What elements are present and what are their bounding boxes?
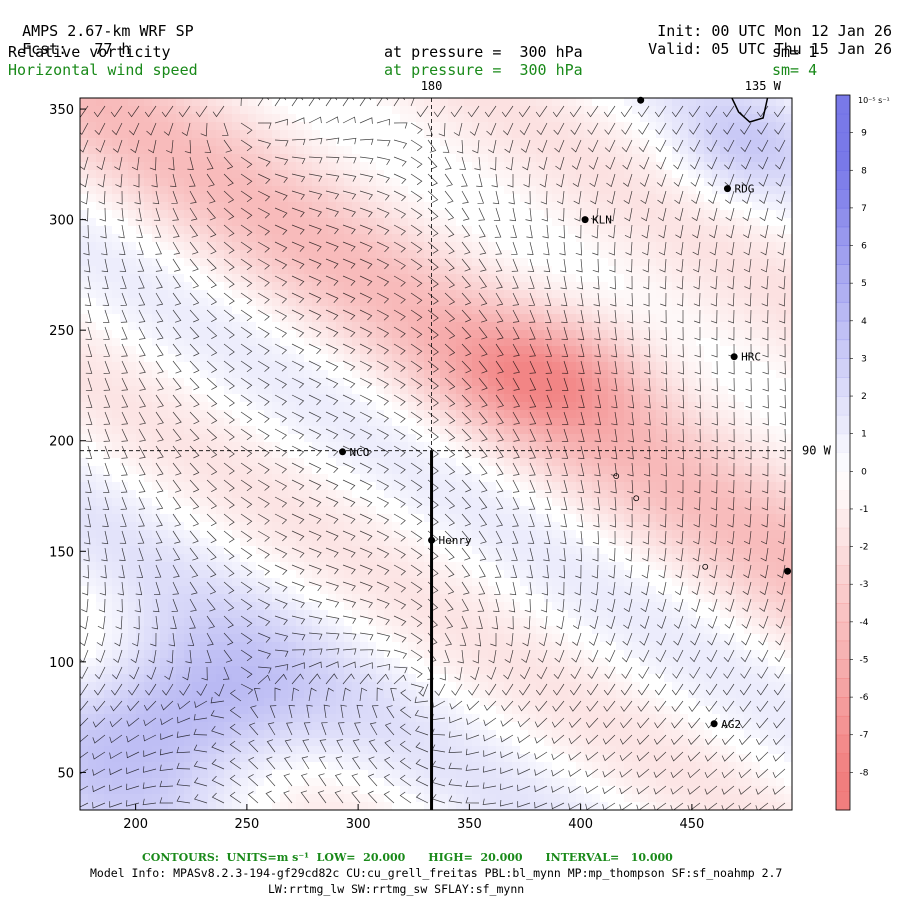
model-info: Model Info: MPASv8.2.3-194-gf29cd82c CU:… (90, 866, 783, 880)
x-tick-label: 250 (234, 817, 259, 832)
colorbar-label: -7 (860, 731, 869, 741)
colorbar-label: -2 (860, 543, 869, 553)
colorbar-unit: 10⁻⁵ s⁻¹ (858, 96, 890, 105)
model-info-physics: LW:rrtmg_lw SW:rrtmg_sw SFLAY:sf_mynn (268, 882, 525, 896)
station-label: AG2 (721, 718, 741, 731)
colorbar-label: 6 (861, 242, 867, 252)
colorbar-label: 4 (861, 317, 867, 327)
y-tick-label: 350 (49, 103, 74, 118)
forecast-value: 77 h (94, 40, 131, 58)
station-label: RDG (734, 183, 754, 196)
station-marker (428, 536, 436, 544)
colorbar-label: 5 (861, 279, 867, 289)
wind-barbs (80, 98, 786, 810)
station-label: KLN (592, 214, 612, 227)
field1-smoothing: sm= 1 (772, 43, 818, 61)
station-marker (784, 567, 792, 575)
colorbar-label: 0 (861, 467, 867, 477)
station-label: NCO (350, 446, 370, 459)
y-tick-label: 250 (49, 324, 74, 339)
colorbar-label: -3 (860, 580, 869, 590)
open-marker (633, 495, 640, 502)
field2-name: Horizontal wind speed (8, 61, 198, 79)
colorbar-label: 9 (861, 129, 867, 139)
colorbar-label: -4 (860, 618, 869, 628)
field1-level: at pressure = 300 hPa (384, 43, 583, 61)
field2-smoothing: sm= 4 (772, 61, 818, 79)
valid-value: 05 UTC Thu 15 Jan 26 (711, 40, 892, 58)
meridian-label: 135 W (745, 79, 782, 93)
x-tick-label: 400 (568, 817, 593, 832)
colorbar-label: 8 (861, 166, 867, 176)
station-marker (723, 185, 731, 193)
station-marker (730, 353, 738, 361)
y-tick-label: 50 (57, 766, 74, 781)
colorbar-label: 7 (861, 204, 867, 214)
colorbar-label: 3 (861, 354, 867, 364)
colorbar-label: 2 (861, 392, 867, 402)
y-tick-label: 200 (49, 435, 74, 450)
init-value: 00 UTC Mon 12 Jan 26 (711, 22, 892, 40)
station-label: HRC (741, 351, 761, 364)
station-marker (339, 448, 347, 456)
station-label: Henry (439, 534, 472, 547)
station-marker (581, 216, 589, 224)
x-tick-label: 300 (346, 817, 371, 832)
field1-name: Relative vorticity (8, 43, 171, 61)
meridian-label: 180 (421, 79, 443, 93)
init-label: Init: (657, 22, 703, 40)
valid-label: Valid: (648, 40, 703, 58)
colorbar-label: -6 (860, 693, 869, 703)
open-marker (613, 473, 620, 480)
plot-frame (79, 97, 793, 811)
x-tick-label: 200 (123, 817, 148, 832)
station-marker (637, 96, 645, 104)
colorbar-label: 1 (861, 430, 867, 440)
x-tick-label: 350 (457, 817, 482, 832)
field2-level: at pressure = 300 hPa (384, 61, 583, 79)
x-tick-label: 450 (679, 817, 704, 832)
y-tick-label: 300 (49, 214, 74, 229)
meridian-label: 90 W (802, 444, 832, 458)
forecast-label: Fcst: (22, 40, 68, 58)
y-tick-label: 100 (49, 656, 74, 671)
colorbar-label: -8 (860, 768, 869, 778)
colorbar-label: -1 (860, 505, 869, 515)
y-tick-label: 150 (49, 545, 74, 560)
station-marker (710, 720, 718, 728)
colorbar-frame (835, 94, 851, 811)
model-title: AMPS 2.67-km WRF SP (22, 22, 194, 40)
open-marker (702, 563, 709, 570)
coastline (731, 98, 769, 123)
colorbar-label: -5 (860, 655, 869, 665)
contours-info: CONTOURS: UNITS=m s⁻¹ LOW= 20.000 HIGH= … (142, 851, 673, 864)
